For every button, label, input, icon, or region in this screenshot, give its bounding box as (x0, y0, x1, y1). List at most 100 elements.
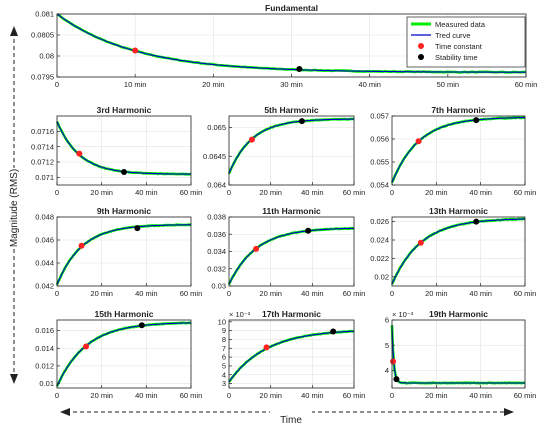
x-tick-label: 20 min (259, 188, 282, 197)
time-constant-marker (83, 343, 90, 350)
time-constant-marker (390, 358, 397, 365)
y-tick-label: 0.0805 (31, 31, 54, 40)
panel-title: 19th Harmonic (429, 309, 488, 319)
x-tick-label: 30 min (280, 80, 303, 89)
x-tick-label: 40 min (469, 289, 492, 298)
y-tick-label: 0.057 (370, 112, 389, 121)
stability-time-marker (138, 322, 145, 329)
panel-title: 7th Harmonic (431, 105, 486, 115)
panel-3rd-harmonic: 0 20 min 40 min 60 min 0.071 0.0712 0.0714 0.07… (31, 105, 202, 197)
y-tick-label: 0.046 (35, 236, 54, 245)
panel-15th-harmonic: 0 20 min 40 min 60 min 0.01 0.012 0.014 0.016 15… (35, 309, 202, 400)
y-tick-label: 0.026 (370, 217, 389, 226)
x-tick-label: 60 min (180, 188, 203, 197)
time-constant-marker (253, 245, 260, 252)
plot-frame (228, 115, 355, 186)
panel-title: 9th Harmonic (97, 206, 152, 216)
panel-9th-harmonic: 0 20 min 40 min 60 min 0.042 0.044 0.046 0.048 9… (35, 206, 202, 298)
panel-title: Fundamental (265, 3, 318, 13)
panel-title: 17th Harmonic (262, 309, 321, 319)
y-tick-label: 0.014 (35, 344, 54, 353)
x-tick-label: 60 min (343, 188, 366, 197)
x-tick-label: 60 min (514, 188, 537, 197)
x-tick-label: 50 min (437, 80, 460, 89)
y-tick-label: 0.03 (211, 282, 226, 291)
x-tick-label: 0 (55, 80, 59, 89)
y-tick-label: 6 (385, 316, 389, 325)
x-tick-label: 10 min (124, 80, 147, 89)
panel-7th-harmonic: 0 20 min 40 min 60 min 0.054 0.055 0.056 0.057 7… (370, 105, 536, 197)
plot-frame (391, 319, 526, 389)
y-tick-label: 0.0716 (31, 127, 54, 136)
plot-frame (228, 319, 355, 389)
x-tick-label: 20 min (259, 289, 282, 298)
panel-title: 15th Harmonic (94, 309, 153, 319)
time-constant-marker (417, 239, 424, 246)
chart-panels: 0 10 min 20 min 30 min 40 min 50 min 60 min 0.0… (31, 3, 537, 400)
time-constant-marker (78, 242, 85, 249)
panel-title: 13th Harmonic (429, 206, 488, 216)
x-tick-label: 0 (227, 391, 231, 400)
legend-marker-stability-time (418, 54, 424, 60)
series-trend-curve (56, 224, 191, 286)
x-tick-label: 40 min (301, 289, 324, 298)
y-multiplier-label: × 10⁻³ (392, 310, 414, 319)
x-tick-label: 40 min (135, 391, 158, 400)
time-constant-marker (248, 136, 255, 143)
x-tick-label: 60 min (180, 391, 203, 400)
panel-title: 5th Harmonic (264, 105, 319, 115)
plot-area (229, 116, 354, 185)
x-tick-label: 40 min (469, 188, 492, 197)
y-tick-label: 0.034 (207, 247, 226, 256)
y-tick-label: 0.0645 (203, 152, 226, 161)
y-tick-label: 3 (222, 379, 226, 388)
y-tick-label: 0.071 (35, 173, 54, 182)
y-tick-label: 0.012 (35, 362, 54, 371)
plot-area (392, 217, 525, 286)
y-tick-label: 0.038 (207, 213, 226, 222)
panel-title: 11th Harmonic (262, 206, 321, 216)
x-tick-label: 20 min (202, 80, 225, 89)
x-tick-label: 40 min (301, 391, 324, 400)
y-tick-label: 0.02 (374, 272, 389, 281)
x-tick-label: 40 min (135, 289, 158, 298)
x-tick-label: 20 min (90, 188, 113, 197)
y-tick-label: 0.0712 (31, 158, 54, 167)
x-tick-label: 40 min (358, 80, 381, 89)
x-tick-label: 0 (55, 188, 59, 197)
series-trend-curve (228, 227, 355, 285)
y-axis-label: Magnitude (RMS) (9, 169, 20, 247)
y-tick-label: 4 (222, 370, 226, 379)
series-trend-curve (391, 324, 525, 384)
plot-frame (56, 115, 192, 186)
x-axis-label: Time (280, 415, 302, 426)
stability-time-marker (305, 227, 312, 234)
y-tick-label: 0.036 (207, 230, 226, 239)
time-constant-marker (415, 138, 422, 145)
y-tick-label: 0.08 (39, 52, 54, 61)
x-tick-label: 40 min (469, 391, 492, 400)
plot-frame (391, 115, 526, 186)
time-constant-marker (132, 47, 139, 54)
x-tick-label: 60 min (514, 391, 537, 400)
x-tick-label: 40 min (135, 188, 158, 197)
panel-13th-harmonic: 0 20 min 40 min 60 min 0.02 0.022 0.024 0.026 13… (370, 206, 536, 298)
stability-time-marker (473, 117, 480, 124)
stability-time-marker (330, 328, 337, 335)
x-tick-label: 60 min (343, 391, 366, 400)
x-tick-label: 60 min (514, 289, 537, 298)
legend-label-measured: Measured data (435, 20, 486, 29)
y-tick-label: 0.065 (207, 123, 226, 132)
stability-time-marker (393, 376, 400, 383)
legend: Measured data Tred curve Time constant S… (406, 16, 526, 68)
y-tick-label: 0.044 (35, 259, 54, 268)
legend-label-trend: Tred curve (435, 31, 471, 40)
plot-frame (56, 319, 192, 389)
panel-5th-harmonic: 0 20 min 40 min 60 min 0.064 0.0645 0.065 5th H… (203, 105, 365, 197)
y-tick-label: 0.0714 (31, 142, 54, 151)
y-tick-label: 0.022 (370, 254, 389, 263)
y-tick-label: 0.024 (370, 236, 389, 245)
time-constant-marker (76, 150, 83, 157)
legend-marker-time-constant (418, 43, 424, 49)
x-tick-label: 40 min (301, 188, 324, 197)
